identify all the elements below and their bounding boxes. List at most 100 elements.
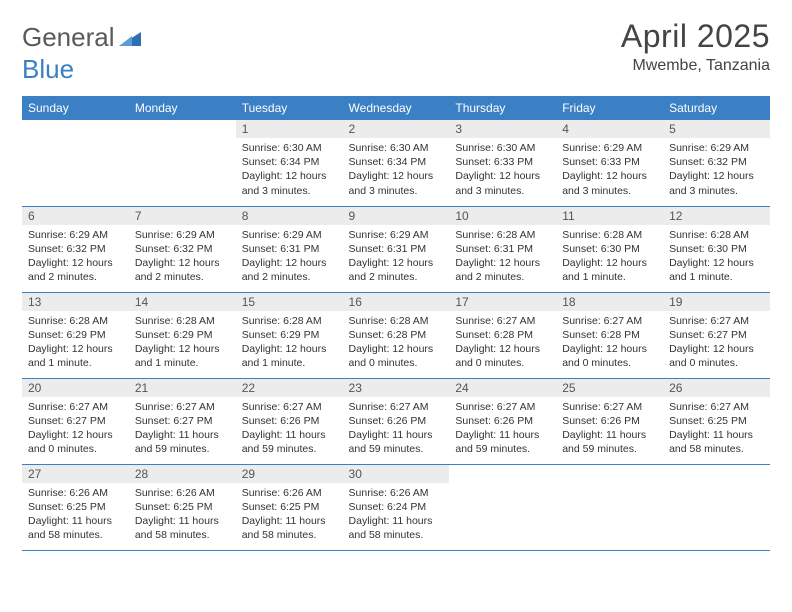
daylight-text: Daylight: 11 hours and 59 minutes. (135, 428, 230, 456)
day-details: Sunrise: 6:28 AMSunset: 6:28 PMDaylight:… (343, 311, 450, 375)
calendar-week-row: 20Sunrise: 6:27 AMSunset: 6:27 PMDayligh… (22, 378, 770, 464)
calendar-week-row: 6Sunrise: 6:29 AMSunset: 6:32 PMDaylight… (22, 206, 770, 292)
calendar-day-cell: 5Sunrise: 6:29 AMSunset: 6:32 PMDaylight… (663, 120, 770, 206)
calendar-day-cell: 18Sunrise: 6:27 AMSunset: 6:28 PMDayligh… (556, 292, 663, 378)
sunrise-text: Sunrise: 6:28 AM (28, 314, 123, 328)
calendar-day-cell: 27Sunrise: 6:26 AMSunset: 6:25 PMDayligh… (22, 464, 129, 550)
sunrise-text: Sunrise: 6:27 AM (455, 400, 550, 414)
daylight-text: Daylight: 12 hours and 2 minutes. (349, 256, 444, 284)
day-number: 23 (343, 379, 450, 397)
day-details: Sunrise: 6:29 AMSunset: 6:32 PMDaylight:… (663, 138, 770, 202)
sunset-text: Sunset: 6:25 PM (28, 500, 123, 514)
daylight-text: Daylight: 11 hours and 58 minutes. (349, 514, 444, 542)
day-number: 25 (556, 379, 663, 397)
sunrise-text: Sunrise: 6:28 AM (562, 228, 657, 242)
calendar-day-cell (663, 464, 770, 550)
sunset-text: Sunset: 6:29 PM (135, 328, 230, 342)
day-details: Sunrise: 6:28 AMSunset: 6:29 PMDaylight:… (129, 311, 236, 375)
day-number: 14 (129, 293, 236, 311)
daylight-text: Daylight: 11 hours and 59 minutes. (562, 428, 657, 456)
day-number: 21 (129, 379, 236, 397)
day-details: Sunrise: 6:26 AMSunset: 6:25 PMDaylight:… (22, 483, 129, 547)
sunset-text: Sunset: 6:30 PM (562, 242, 657, 256)
sunrise-text: Sunrise: 6:27 AM (455, 314, 550, 328)
daylight-text: Daylight: 11 hours and 59 minutes. (455, 428, 550, 456)
day-details: Sunrise: 6:29 AMSunset: 6:32 PMDaylight:… (22, 225, 129, 289)
day-header: Thursday (449, 96, 556, 120)
sunrise-text: Sunrise: 6:29 AM (135, 228, 230, 242)
calendar-day-cell: 23Sunrise: 6:27 AMSunset: 6:26 PMDayligh… (343, 378, 450, 464)
calendar-day-cell (22, 120, 129, 206)
calendar-week-row: 1Sunrise: 6:30 AMSunset: 6:34 PMDaylight… (22, 120, 770, 206)
day-number: 20 (22, 379, 129, 397)
sunrise-text: Sunrise: 6:28 AM (669, 228, 764, 242)
day-number: 18 (556, 293, 663, 311)
day-number: 9 (343, 207, 450, 225)
day-details: Sunrise: 6:27 AMSunset: 6:26 PMDaylight:… (236, 397, 343, 461)
calendar-day-cell (449, 464, 556, 550)
calendar-day-cell: 9Sunrise: 6:29 AMSunset: 6:31 PMDaylight… (343, 206, 450, 292)
calendar-day-cell: 17Sunrise: 6:27 AMSunset: 6:28 PMDayligh… (449, 292, 556, 378)
sunset-text: Sunset: 6:26 PM (349, 414, 444, 428)
sunrise-text: Sunrise: 6:27 AM (562, 314, 657, 328)
sunrise-text: Sunrise: 6:29 AM (349, 228, 444, 242)
day-details: Sunrise: 6:27 AMSunset: 6:28 PMDaylight:… (556, 311, 663, 375)
month-title: April 2025 (621, 18, 770, 55)
day-details: Sunrise: 6:26 AMSunset: 6:25 PMDaylight:… (236, 483, 343, 547)
sunrise-text: Sunrise: 6:29 AM (562, 141, 657, 155)
calendar-day-cell: 8Sunrise: 6:29 AMSunset: 6:31 PMDaylight… (236, 206, 343, 292)
sunrise-text: Sunrise: 6:26 AM (28, 486, 123, 500)
day-details: Sunrise: 6:27 AMSunset: 6:27 PMDaylight:… (663, 311, 770, 375)
day-header-row: Sunday Monday Tuesday Wednesday Thursday… (22, 96, 770, 120)
sunrise-text: Sunrise: 6:29 AM (669, 141, 764, 155)
sunrise-text: Sunrise: 6:26 AM (242, 486, 337, 500)
day-details: Sunrise: 6:29 AMSunset: 6:31 PMDaylight:… (236, 225, 343, 289)
calendar-day-cell (129, 120, 236, 206)
day-header: Friday (556, 96, 663, 120)
daylight-text: Daylight: 11 hours and 59 minutes. (349, 428, 444, 456)
calendar-day-cell: 6Sunrise: 6:29 AMSunset: 6:32 PMDaylight… (22, 206, 129, 292)
sunrise-text: Sunrise: 6:27 AM (669, 314, 764, 328)
day-number: 10 (449, 207, 556, 225)
calendar-day-cell (556, 464, 663, 550)
day-number: 30 (343, 465, 450, 483)
calendar-day-cell: 24Sunrise: 6:27 AMSunset: 6:26 PMDayligh… (449, 378, 556, 464)
sunrise-text: Sunrise: 6:27 AM (28, 400, 123, 414)
day-details: Sunrise: 6:29 AMSunset: 6:31 PMDaylight:… (343, 225, 450, 289)
calendar-day-cell: 20Sunrise: 6:27 AMSunset: 6:27 PMDayligh… (22, 378, 129, 464)
day-header: Sunday (22, 96, 129, 120)
sunrise-text: Sunrise: 6:30 AM (242, 141, 337, 155)
sunset-text: Sunset: 6:26 PM (455, 414, 550, 428)
sunset-text: Sunset: 6:27 PM (135, 414, 230, 428)
calendar-day-cell: 19Sunrise: 6:27 AMSunset: 6:27 PMDayligh… (663, 292, 770, 378)
calendar-week-row: 27Sunrise: 6:26 AMSunset: 6:25 PMDayligh… (22, 464, 770, 550)
header: GeneralBlue April 2025 Mwembe, Tanzania (22, 18, 770, 82)
daylight-text: Daylight: 12 hours and 3 minutes. (669, 169, 764, 197)
day-number: 22 (236, 379, 343, 397)
daylight-text: Daylight: 11 hours and 58 minutes. (28, 514, 123, 542)
sunset-text: Sunset: 6:31 PM (242, 242, 337, 256)
sunset-text: Sunset: 6:30 PM (669, 242, 764, 256)
daylight-text: Daylight: 12 hours and 1 minute. (669, 256, 764, 284)
sunset-text: Sunset: 6:32 PM (135, 242, 230, 256)
sunrise-text: Sunrise: 6:30 AM (349, 141, 444, 155)
calendar-table: Sunday Monday Tuesday Wednesday Thursday… (22, 96, 770, 551)
daylight-text: Daylight: 12 hours and 2 minutes. (242, 256, 337, 284)
sunset-text: Sunset: 6:33 PM (455, 155, 550, 169)
calendar-day-cell: 22Sunrise: 6:27 AMSunset: 6:26 PMDayligh… (236, 378, 343, 464)
daylight-text: Daylight: 12 hours and 3 minutes. (349, 169, 444, 197)
day-number: 4 (556, 120, 663, 138)
day-number: 24 (449, 379, 556, 397)
day-details: Sunrise: 6:27 AMSunset: 6:28 PMDaylight:… (449, 311, 556, 375)
day-number: 29 (236, 465, 343, 483)
day-number: 6 (22, 207, 129, 225)
calendar-day-cell: 30Sunrise: 6:26 AMSunset: 6:24 PMDayligh… (343, 464, 450, 550)
calendar-week-row: 13Sunrise: 6:28 AMSunset: 6:29 PMDayligh… (22, 292, 770, 378)
day-header: Saturday (663, 96, 770, 120)
calendar-day-cell: 16Sunrise: 6:28 AMSunset: 6:28 PMDayligh… (343, 292, 450, 378)
logo-word1: General (22, 22, 115, 52)
sunrise-text: Sunrise: 6:27 AM (242, 400, 337, 414)
logo-triangle-icon (119, 24, 141, 50)
day-details: Sunrise: 6:27 AMSunset: 6:26 PMDaylight:… (449, 397, 556, 461)
calendar-day-cell: 12Sunrise: 6:28 AMSunset: 6:30 PMDayligh… (663, 206, 770, 292)
